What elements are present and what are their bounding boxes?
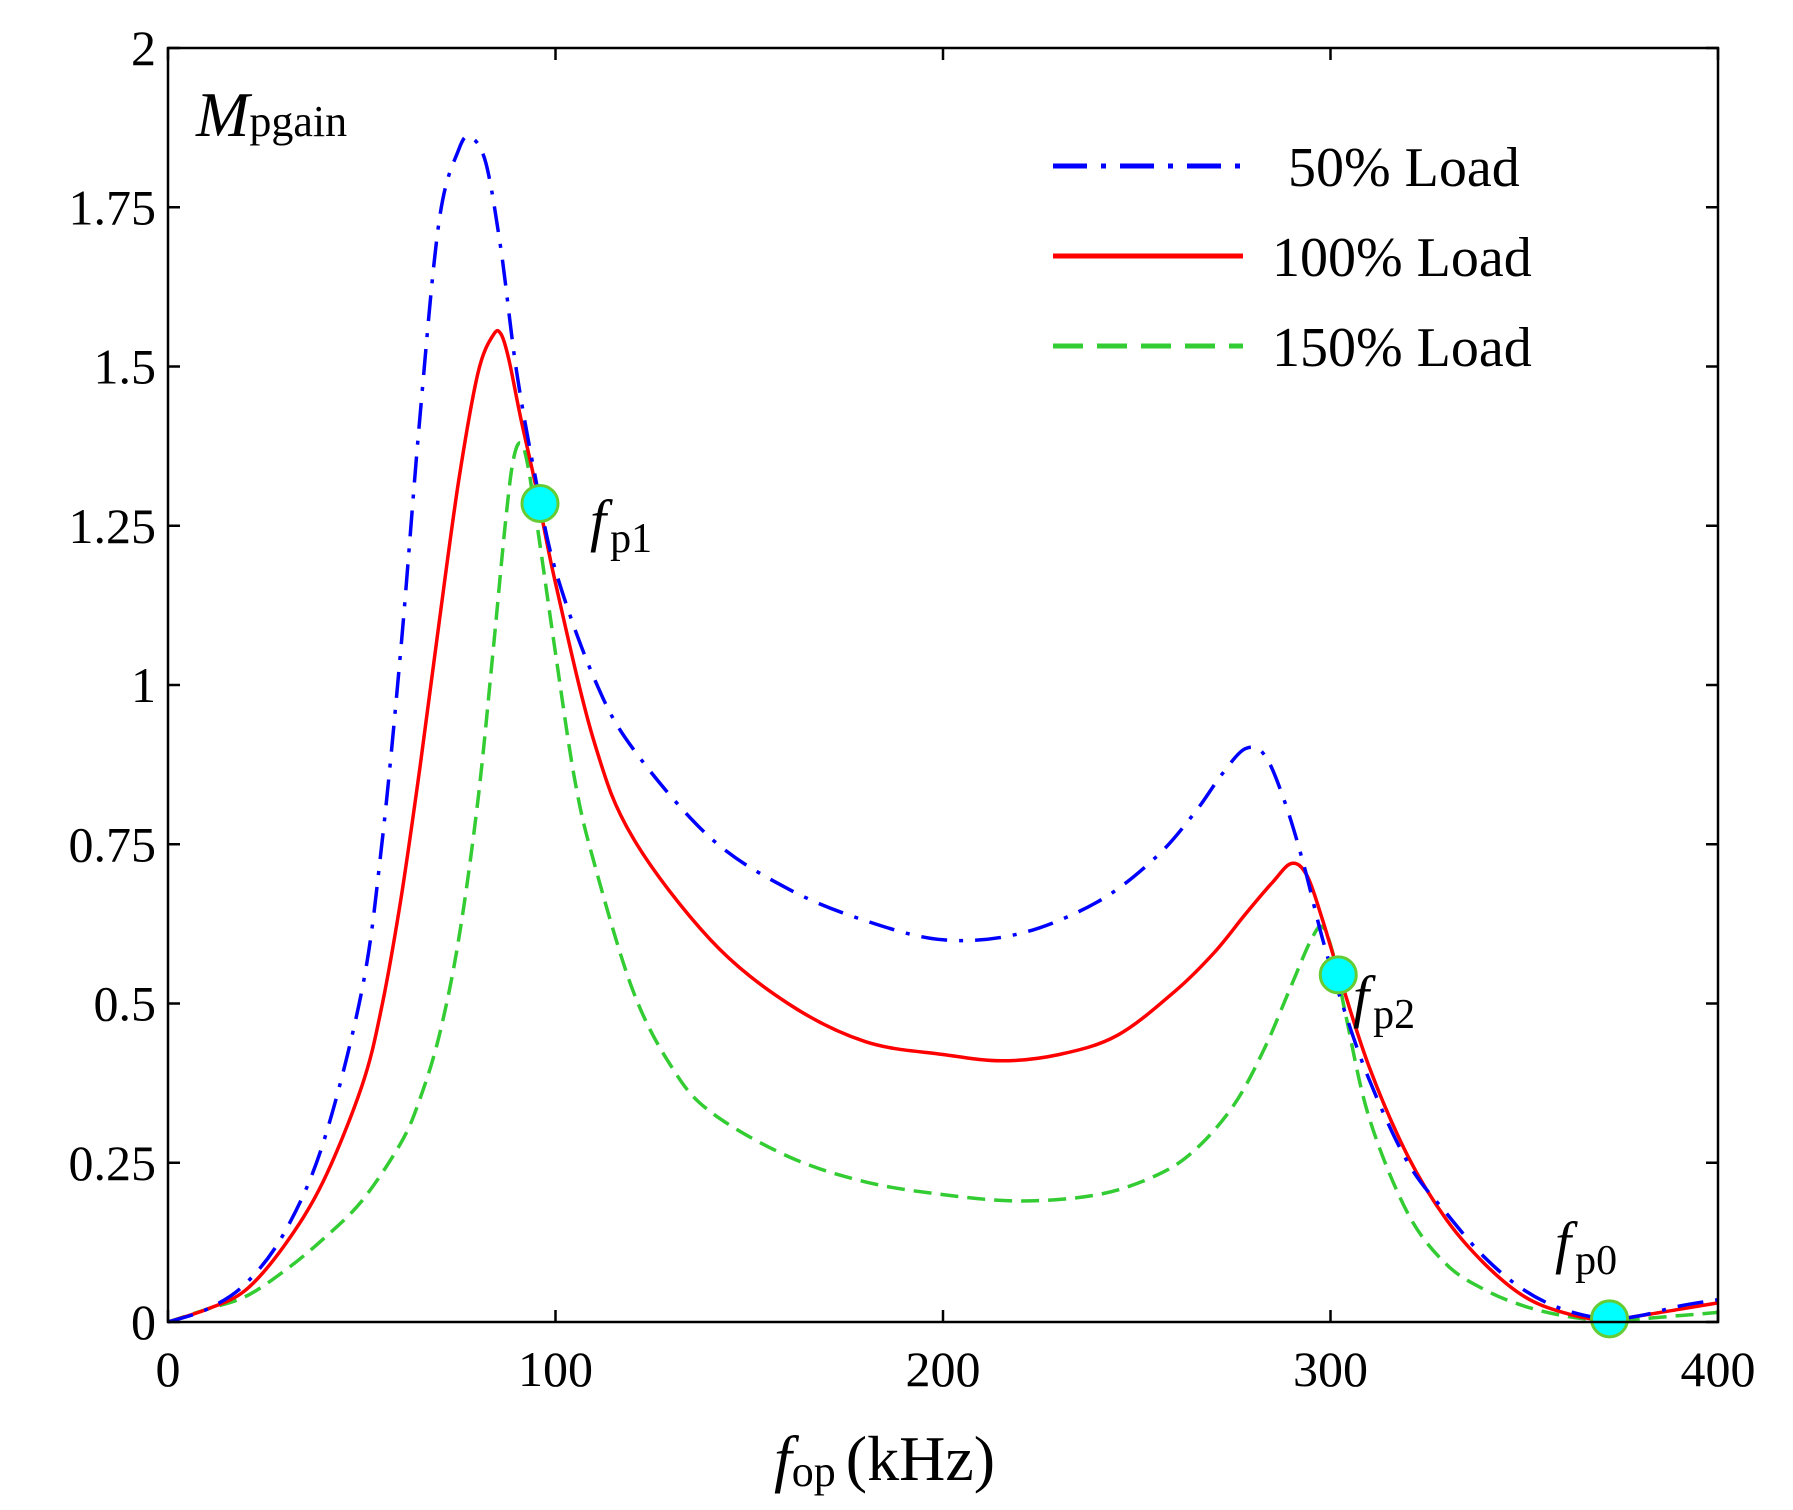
y-tick-label-7: 1.75 — [69, 179, 157, 235]
legend-label-150: 150% Load — [1272, 317, 1532, 379]
y-axis-label: Mpgain — [195, 79, 347, 150]
y-tick-label-5: 1.25 — [69, 498, 157, 554]
legend-label-100: 100% Load — [1272, 227, 1532, 289]
ticks-layer: 0 100 200 300 400 0 0.25 0.5 0.75 1 1.25 1.5 1.75 2 — [69, 20, 1756, 1397]
x-tick-label-4: 400 — [1681, 1341, 1756, 1397]
x-tick-label-0: 0 — [156, 1341, 181, 1397]
y-tick-label-1: 0.25 — [69, 1135, 157, 1191]
legend-label-50: 50% Load — [1288, 137, 1520, 199]
point-p0 — [1590, 1299, 1629, 1339]
series-line-100-load — [167, 328, 1719, 1324]
point-p2 — [1318, 955, 1358, 995]
x-tick-label-2: 200 — [906, 1341, 981, 1397]
y-tick-label-3: 0.75 — [69, 816, 157, 872]
points-layer — [520, 483, 1629, 1339]
y-tick-label-8: 2 — [131, 20, 156, 76]
y-tick-label-0: 0 — [131, 1294, 156, 1350]
y-tick-label-2: 0.5 — [94, 976, 157, 1032]
y-tick-label-6: 1.5 — [94, 339, 157, 395]
x-tick-label-3: 300 — [1293, 1341, 1368, 1397]
y-tick-label-4: 1 — [131, 657, 156, 713]
x-axis-label: fop (kHz) — [774, 1423, 995, 1496]
series-line-50-load — [167, 134, 1719, 1324]
series-line-150-load — [167, 441, 1719, 1324]
series-layer — [167, 134, 1719, 1324]
legend: 50% Load 100% Load 150% Load — [1053, 137, 1532, 379]
point-p1 — [520, 483, 560, 523]
x-tick-label-1: 100 — [518, 1341, 593, 1397]
